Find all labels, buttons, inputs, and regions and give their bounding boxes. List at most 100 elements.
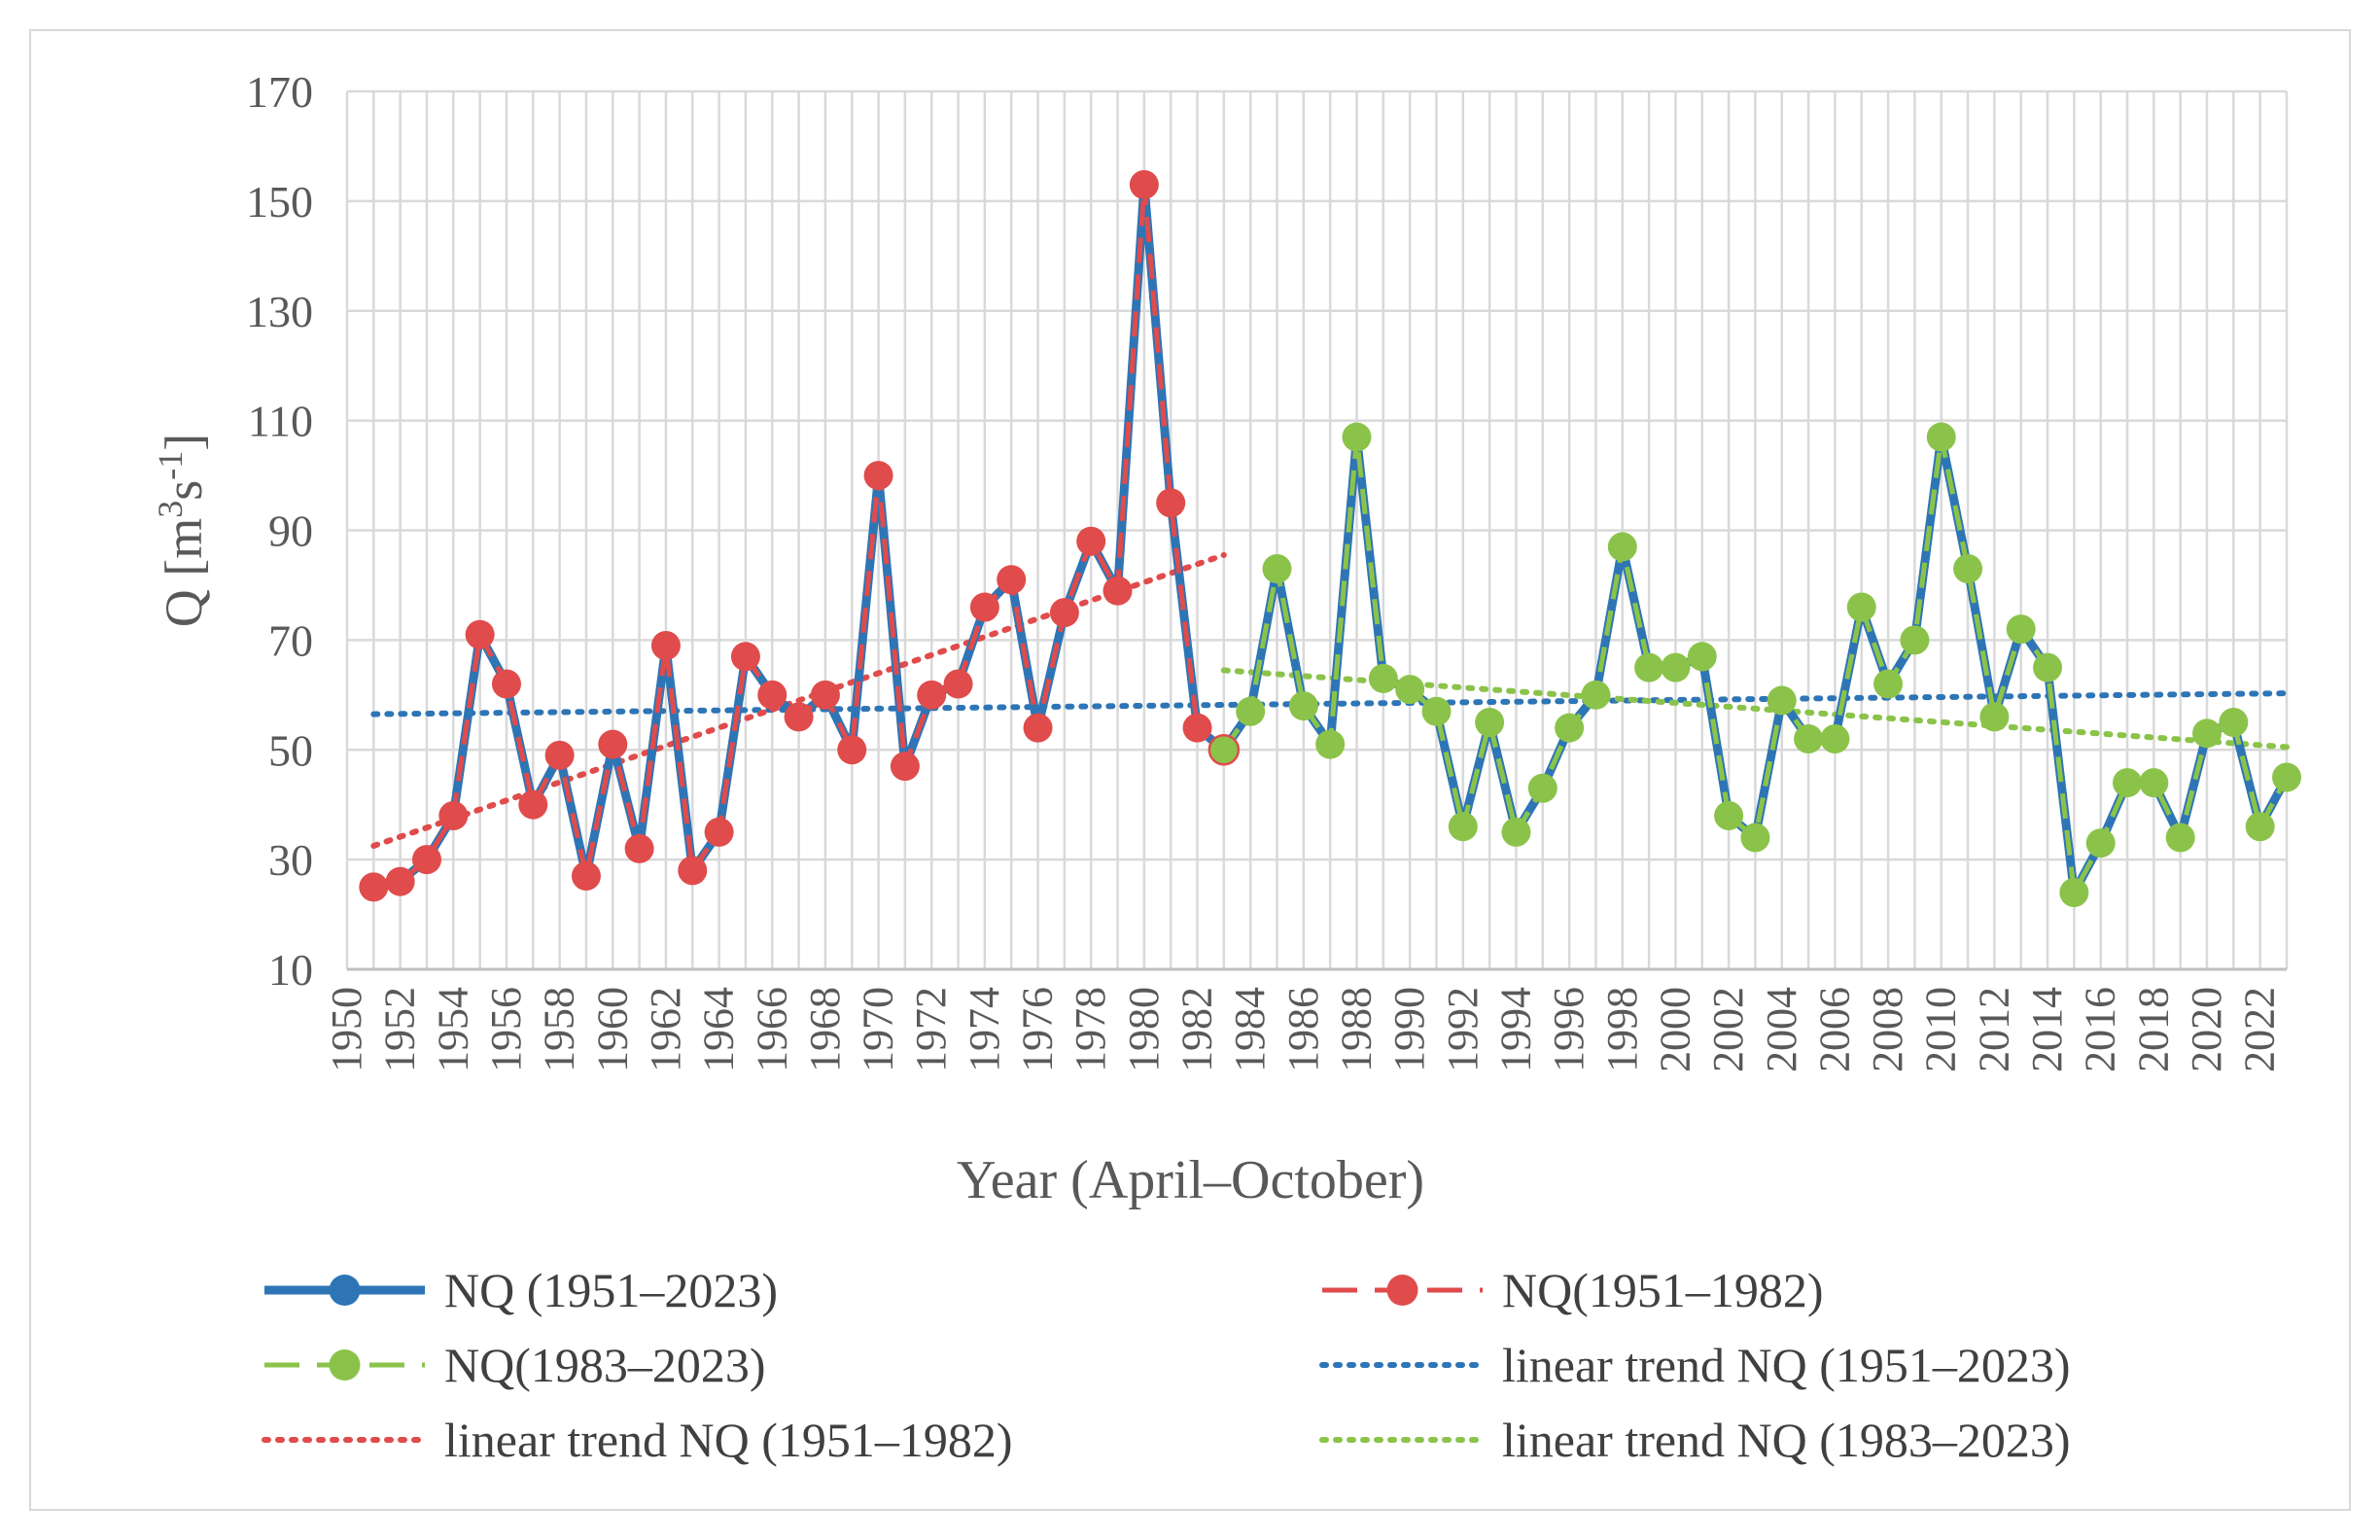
y-tick-label: 70 [268, 615, 313, 665]
data-point-1951-1982 [1049, 598, 1079, 628]
data-point-1983-2023 [1395, 675, 1425, 705]
x-tick-label: 2022 [2236, 987, 2284, 1072]
data-point-1951-1982 [1102, 576, 1133, 606]
x-tick-label: 1980 [1120, 987, 1168, 1072]
gridlines [345, 89, 2289, 971]
y-title-mid: s [155, 480, 213, 501]
legend-label: NQ(1951–1982) [1502, 1263, 1824, 1317]
data-point-1983-2023 [2219, 708, 2249, 738]
data-point-1951-1982 [385, 866, 415, 896]
data-point-1983-2023 [1555, 713, 1585, 743]
x-tick-label: 2012 [1970, 987, 2017, 1072]
x-tick-label: 1986 [1279, 987, 1327, 1072]
data-point-1983-2023 [1661, 652, 1691, 682]
x-tick-label: 1972 [907, 987, 955, 1072]
y-tick-label: 90 [268, 507, 313, 556]
y-tick-label: 10 [268, 945, 313, 995]
data-point-1983-2023 [2033, 652, 2063, 682]
legend-entry: linear trend NQ (1983–2023) [1319, 1413, 2071, 1467]
x-tick-label: 1962 [642, 987, 689, 1072]
data-point-1951-1982 [1129, 169, 1159, 199]
data-point-1983-2023 [1794, 723, 1824, 753]
data-point-1983-2023 [1926, 422, 1956, 452]
x-tick-label: 1956 [482, 987, 530, 1072]
x-tick-label: 1952 [376, 987, 424, 1072]
x-tick-label: 1984 [1226, 987, 1274, 1072]
data-point-1951-1982 [411, 845, 441, 875]
data-point-1951-1982 [1023, 713, 1053, 743]
data-point-1983-2023 [1448, 812, 1478, 842]
legend-entry: NQ(1951–1982) [1322, 1263, 1824, 1317]
y-title-sup: 3 [151, 501, 190, 518]
x-tick-label: 2004 [1758, 987, 1805, 1072]
data-point-1951-1982 [810, 680, 840, 710]
x-tick-label: 1988 [1332, 987, 1380, 1072]
legend-label: linear trend NQ (1951–1982) [444, 1413, 1013, 1467]
data-point-1951-1982 [1156, 488, 1186, 518]
y-title-end: ] [155, 434, 213, 451]
data-point-1951-1982 [598, 729, 628, 759]
data-point-1951-1982 [491, 669, 521, 699]
data-point-1951-1982 [544, 740, 575, 770]
data-point-1983-2023 [1634, 652, 1664, 682]
data-point-1951-1982 [997, 565, 1027, 595]
x-tick-label: 1966 [748, 987, 795, 1072]
x-tick-label: 2010 [1917, 987, 1965, 1072]
x-tick-label: 1970 [855, 987, 902, 1072]
data-point-1951-1982 [571, 861, 601, 892]
data-point-1983-2023 [1979, 702, 2010, 732]
data-point-1951-1982 [837, 735, 867, 765]
y-tick-label: 170 [246, 67, 313, 117]
legend-entry: NQ(1983–2023) [264, 1338, 766, 1392]
data-point-1983-2023 [2139, 768, 2169, 798]
legend-label: NQ (1951–2023) [444, 1263, 778, 1317]
x-tick-label: 1950 [323, 987, 370, 1072]
x-tick-label: 2018 [2129, 987, 2177, 1072]
x-tick-label: 1990 [1385, 987, 1433, 1072]
data-point-1983-2023 [1236, 696, 1266, 726]
legend-marker [329, 1275, 361, 1306]
y-tick-label: 50 [268, 725, 313, 775]
x-axis-ticks: 1950 1952 1954 1956 1958 1960 1962 1964 1966 1968… [323, 987, 2284, 1072]
data-point-1983-2023 [1208, 734, 1241, 766]
data-point-1983-2023 [1342, 422, 1372, 452]
legend: NQ (1951–2023) NQ(1951–1982) NQ(1983–2023)… [262, 1263, 2071, 1467]
y-tick-label: 130 [246, 287, 313, 336]
data-point-1983-2023 [1714, 800, 1744, 830]
data-point-1951-1982 [624, 833, 654, 863]
trend-line [370, 551, 1227, 850]
x-tick-label: 1958 [536, 987, 583, 1072]
data-point-1983-2023 [1953, 554, 1983, 584]
y-axis-title: Q [m3s-1] [151, 434, 213, 627]
legend-label: linear trend NQ (1983–2023) [1502, 1413, 2071, 1467]
data-point-1951-1982 [943, 669, 973, 699]
data-point-1983-2023 [1421, 696, 1452, 726]
data-point-1951-1982 [518, 789, 548, 820]
data-point-1951-1982 [678, 856, 708, 886]
data-point-1983-2023 [1581, 680, 1611, 710]
x-tick-label: 1978 [1067, 987, 1114, 1072]
chart-frame: 10 30 50 70 90 110 130 150 170 1950 1952 1954 1956 1… [29, 29, 2351, 1511]
legend-entry: linear trend NQ (1951–2023) [1319, 1338, 2071, 1392]
x-tick-label: 1960 [588, 987, 636, 1072]
x-tick-label: 2016 [2077, 987, 2124, 1072]
data-point-1983-2023 [2192, 718, 2222, 749]
x-tick-label: 1998 [1598, 987, 1646, 1072]
data-point-1983-2023 [1475, 708, 1505, 738]
x-tick-label: 1992 [1439, 987, 1487, 1072]
data-point-1983-2023 [1873, 669, 1904, 699]
legend-label: NQ(1983–2023) [444, 1338, 766, 1392]
data-point-1951-1982 [438, 800, 469, 830]
y-title-base: Q [m [155, 518, 213, 627]
x-tick-label: 1976 [1014, 987, 1062, 1072]
data-point-1951-1982 [863, 461, 893, 491]
y-tick-label: 30 [268, 835, 313, 885]
data-point-1983-2023 [1740, 822, 1770, 853]
data-point-1983-2023 [2006, 614, 2036, 645]
data-point-1951-1982 [757, 680, 788, 710]
x-tick-label: 1994 [1491, 987, 1539, 1072]
data-point-1983-2023 [2113, 768, 2143, 798]
data-point-1983-2023 [2272, 762, 2301, 792]
data-point-1983-2023 [1900, 625, 1930, 655]
